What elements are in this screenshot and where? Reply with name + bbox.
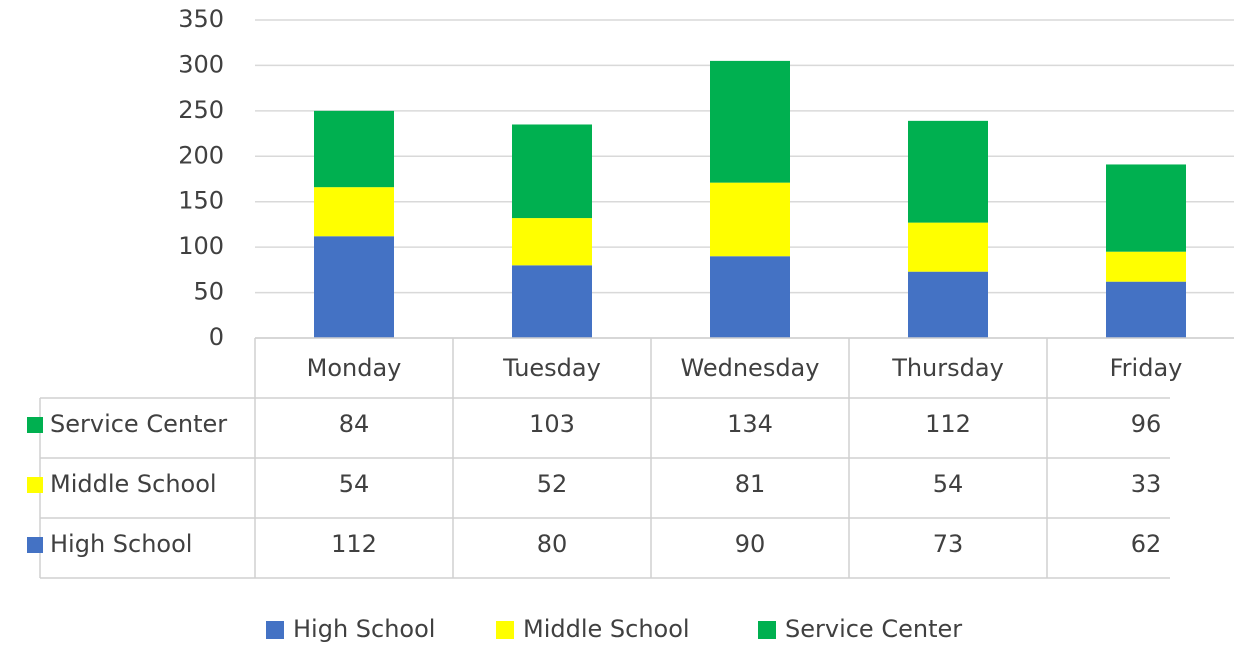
bar-segment [512, 218, 592, 266]
x-tick-label: Thursday [891, 354, 1004, 382]
x-tick-label: Wednesday [681, 354, 820, 382]
legend-label: Service Center [785, 615, 962, 643]
bar-segment [314, 187, 394, 237]
table-value: 112 [331, 530, 377, 558]
legend-key [758, 621, 776, 639]
table-value: 54 [339, 470, 370, 498]
legend-label: Middle School [523, 615, 690, 643]
y-tick-label: 250 [178, 96, 224, 124]
table-value: 90 [735, 530, 766, 558]
table-value: 103 [529, 410, 575, 438]
legend-key [27, 537, 43, 553]
bar-segment [512, 265, 592, 338]
legend-key [27, 477, 43, 493]
bar-segment [314, 236, 394, 338]
x-tick-label: Friday [1110, 354, 1183, 382]
table-value: 84 [339, 410, 370, 438]
table-value: 33 [1131, 470, 1162, 498]
table-value: 52 [537, 470, 568, 498]
bar-segment [710, 256, 790, 338]
table-value: 134 [727, 410, 773, 438]
table-value: 54 [933, 470, 964, 498]
row-label: High School [50, 530, 192, 558]
table-value: 112 [925, 410, 971, 438]
legend-key [266, 621, 284, 639]
y-tick-label: 350 [178, 5, 224, 33]
table-value: 80 [537, 530, 568, 558]
bar-segment [1106, 251, 1186, 282]
bar-segment [908, 271, 988, 338]
bar-segment [512, 124, 592, 219]
y-tick-label: 100 [178, 232, 224, 260]
row-label: Middle School [50, 470, 217, 498]
table-value: 73 [933, 530, 964, 558]
y-tick-label: 50 [193, 278, 224, 306]
table-value: 96 [1131, 410, 1162, 438]
bar-segment [908, 120, 988, 223]
bar-segment [710, 182, 790, 257]
y-tick-label: 0 [209, 323, 224, 351]
legend-key [27, 417, 43, 433]
legend-label: High School [293, 615, 435, 643]
bar-segment [1106, 281, 1186, 338]
x-tick-label: Monday [307, 354, 402, 382]
table-value: 62 [1131, 530, 1162, 558]
bar-segment [1106, 164, 1186, 252]
table-value: 81 [735, 470, 766, 498]
row-label: Service Center [50, 410, 227, 438]
x-tick-label: Tuesday [502, 354, 601, 382]
legend-key [496, 621, 514, 639]
bar-segment [710, 60, 790, 183]
y-tick-label: 200 [178, 141, 224, 169]
bar-segment [908, 222, 988, 272]
y-tick-label: 300 [178, 50, 224, 78]
y-tick-label: 150 [178, 187, 224, 215]
bar-segment [314, 110, 394, 188]
